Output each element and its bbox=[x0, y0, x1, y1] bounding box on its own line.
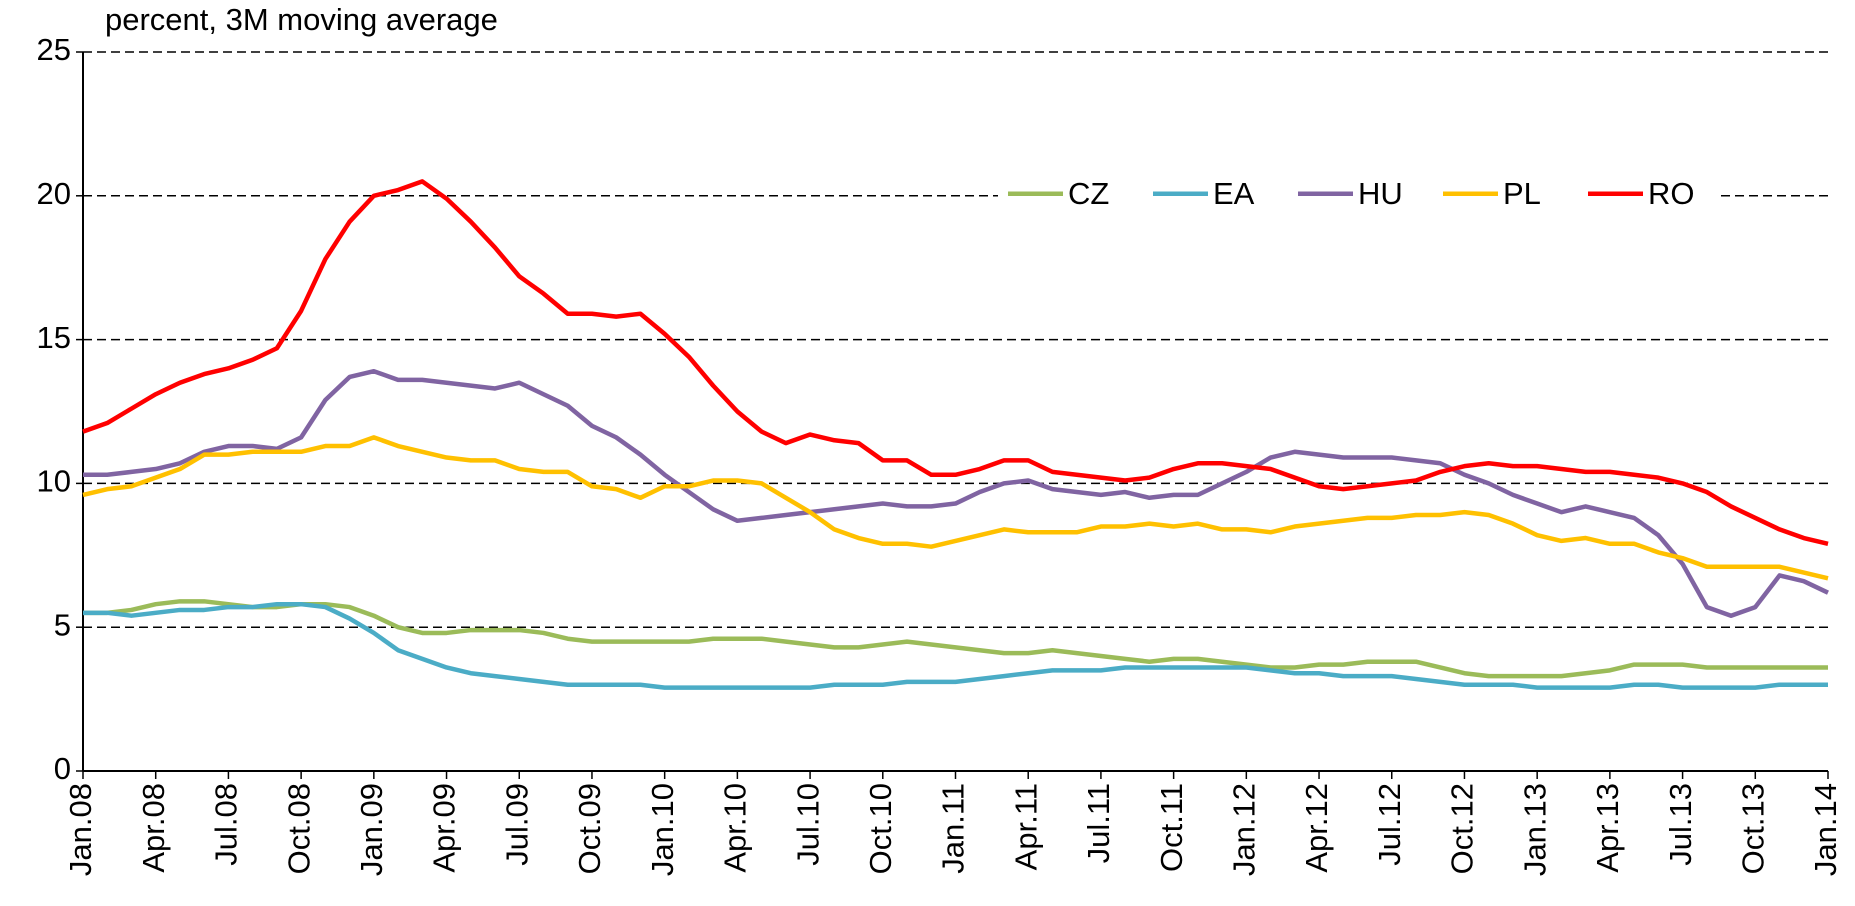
x-tick-label: Jan.10 bbox=[645, 783, 680, 876]
x-tick-label: Jul.10 bbox=[790, 783, 825, 866]
y-tick-label: 5 bbox=[54, 607, 71, 642]
series-line bbox=[83, 601, 1828, 690]
legend-label: RO bbox=[1648, 176, 1695, 211]
series-line bbox=[83, 368, 1829, 618]
series-line bbox=[83, 599, 1828, 679]
x-tick-label: Jan.14 bbox=[1808, 783, 1843, 876]
x-tick-label: Apr.10 bbox=[718, 783, 753, 873]
x-tick-label: Jul.09 bbox=[499, 783, 534, 866]
y-tick-label: 20 bbox=[37, 176, 71, 211]
x-tick-label: Jul.12 bbox=[1372, 783, 1407, 866]
x-tick-label: Oct.10 bbox=[863, 783, 898, 874]
x-tick-label: Oct.08 bbox=[281, 783, 316, 874]
legend-label: EA bbox=[1213, 176, 1255, 211]
legend-label: PL bbox=[1503, 176, 1541, 211]
legend-label: CZ bbox=[1068, 176, 1109, 211]
series-line bbox=[82, 435, 1829, 581]
x-tick-label: Apr.12 bbox=[1299, 783, 1334, 873]
y-tick-label: 10 bbox=[37, 464, 71, 499]
y-tick-label: 0 bbox=[54, 751, 71, 786]
series-line bbox=[82, 179, 1829, 546]
chart-subtitle: percent, 3M moving average bbox=[105, 2, 498, 37]
x-tick-label: Jan.13 bbox=[1517, 783, 1552, 876]
x-tick-label: Apr.08 bbox=[136, 783, 171, 873]
x-tick-label: Apr.11 bbox=[1008, 783, 1043, 870]
x-tick-label: Jan.08 bbox=[63, 783, 98, 876]
x-tick-label: Jan.09 bbox=[354, 783, 389, 876]
y-tick-label: 15 bbox=[37, 320, 71, 355]
x-tick-label: Oct.12 bbox=[1445, 783, 1480, 874]
x-tick-label: Oct.11 bbox=[1154, 783, 1189, 872]
x-tick-label: Jan.11 bbox=[936, 783, 971, 874]
x-tick-label: Jul.11 bbox=[1081, 783, 1116, 863]
x-tick-label: Oct.13 bbox=[1735, 783, 1770, 874]
x-tick-label: Jul.08 bbox=[209, 783, 244, 866]
y-tick-label: 25 bbox=[37, 32, 71, 67]
x-tick-label: Apr.13 bbox=[1590, 783, 1625, 873]
x-tick-label: Oct.09 bbox=[572, 783, 607, 874]
x-tick-label: Apr.09 bbox=[427, 783, 462, 873]
x-tick-label: Jul.13 bbox=[1663, 783, 1698, 866]
x-tick-label: Jan.12 bbox=[1227, 783, 1262, 876]
legend-label: HU bbox=[1358, 176, 1403, 211]
